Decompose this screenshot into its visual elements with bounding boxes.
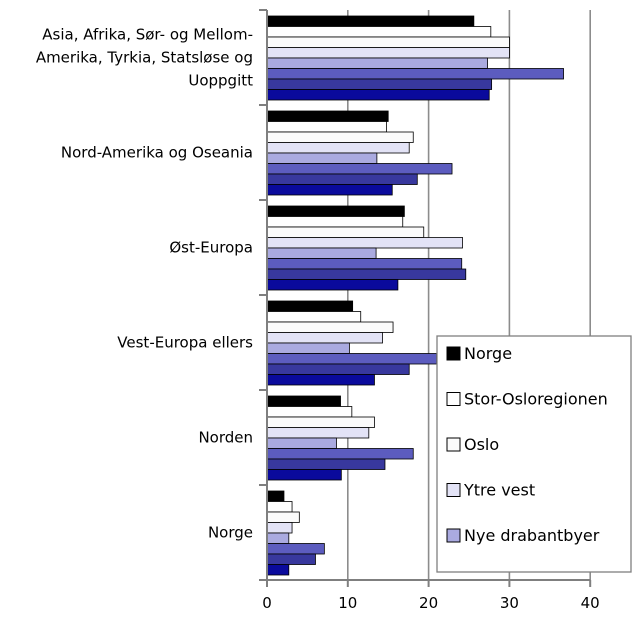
bar: [266, 226, 425, 238]
bar: [266, 564, 290, 576]
bar: [266, 342, 350, 354]
legend-label: Norge: [464, 344, 512, 363]
x-tick-labels: 0 10 20 30 40: [262, 594, 600, 612]
legend-label: Ytre vest: [463, 481, 535, 500]
x-tick-label: 0: [262, 594, 272, 612]
category-label: Vest-Europa ellers: [117, 334, 253, 352]
bar: [266, 26, 492, 38]
bar: [266, 36, 510, 48]
legend-swatch: [446, 483, 461, 497]
bar: [266, 374, 375, 386]
legend-swatch: [446, 346, 461, 361]
bar: [266, 311, 362, 323]
bar: [266, 78, 493, 90]
bar: [266, 300, 354, 312]
bar: [266, 247, 377, 259]
bar: [266, 353, 438, 365]
legend-swatch: [446, 528, 461, 543]
x-tick-label: 30: [500, 594, 519, 612]
legend-label: Nye drabantbyer: [464, 526, 600, 545]
legend-box: [436, 335, 632, 573]
bar: [266, 321, 394, 333]
bar: [266, 57, 488, 69]
bar: [266, 553, 316, 565]
bar: [266, 184, 393, 196]
bar: [266, 469, 342, 481]
bar: [266, 15, 475, 27]
legend-label: Oslo: [464, 435, 499, 454]
x-tick-label: 40: [581, 594, 600, 612]
bar: [266, 142, 410, 154]
category-label: Nord-Amerika og Oseania: [61, 144, 253, 162]
bar: [266, 68, 564, 80]
bar: [266, 395, 341, 407]
bar: [266, 110, 389, 122]
bar: [266, 89, 490, 101]
bar: [266, 416, 375, 428]
category-labels: Asia, Afrika, Sør- og Mellom-Amerika, Ty…: [36, 26, 253, 542]
legend-swatch: [446, 392, 461, 406]
bar: [266, 522, 293, 534]
bar: [266, 543, 325, 555]
x-tick-label: 20: [419, 594, 438, 612]
x-tick-label: 10: [338, 594, 357, 612]
bar: [266, 121, 387, 133]
category-label: Norge: [208, 524, 253, 542]
bar: [266, 363, 410, 375]
bar: [266, 163, 453, 175]
bar: [266, 448, 414, 460]
bar: [266, 205, 405, 217]
bar: [266, 47, 510, 59]
category-label: Norden: [198, 429, 253, 447]
legend-label: Stor-Osloregionen: [464, 390, 608, 409]
bar: [266, 268, 467, 280]
bar: [266, 173, 418, 185]
bar: [266, 237, 463, 249]
bar: [266, 427, 370, 439]
bar: [266, 458, 386, 470]
axes-group: [259, 9, 592, 587]
legend-swatch: [446, 437, 461, 452]
bar: [266, 532, 290, 544]
bar: [266, 332, 383, 344]
bar: [266, 437, 337, 449]
category-label: Asia, Afrika, Sør- og Mellom-Amerika, Ty…: [36, 26, 253, 90]
bar: [266, 131, 414, 143]
legend: Norge Stor-Osloregionen Oslo Ytre vest Nye d…: [436, 335, 632, 573]
bar: [266, 511, 300, 523]
bar: [266, 490, 285, 502]
bar: [266, 216, 404, 228]
bar: [266, 501, 293, 513]
bar: [266, 279, 399, 291]
bar: [266, 258, 463, 270]
bar: [266, 406, 353, 418]
category-label: Øst-Europa: [169, 239, 253, 257]
bar: [266, 152, 378, 164]
